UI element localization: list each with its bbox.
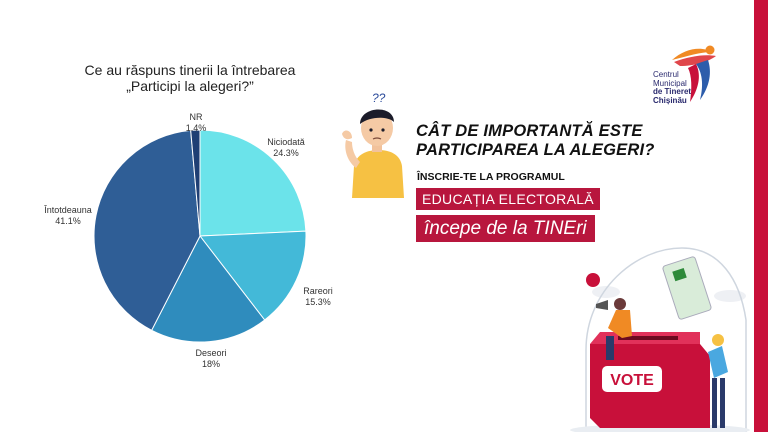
pie-slice-0 (199, 129, 307, 237)
logo-line-4: Chișinău (653, 95, 687, 105)
slice-value-label-2: 18% (202, 359, 220, 369)
slice-name-label-2: Deseori (195, 348, 226, 358)
right-accent-bar (754, 0, 768, 432)
slice-value-label-3: 41.1% (55, 216, 81, 226)
program-name-tag: EDUCAȚIA ELECTORALĂ (416, 188, 600, 210)
slice-name-label-1: Rareori (303, 286, 333, 296)
slice-value-label-0: 24.3% (273, 148, 299, 158)
slogan-tag: începe de la TINEri (416, 215, 595, 242)
pie-slice-2 (150, 235, 266, 343)
chart-title-line-2: „Participi la alegeri?” (126, 78, 254, 94)
thinking-boy-illustration: ?? (342, 91, 404, 198)
logo-line-1: Centrul (653, 70, 679, 79)
program-subline: ÎNSCRIE-TE LA PROGRAMUL (417, 171, 565, 183)
pie-slice-4 (190, 129, 201, 237)
slice-value-label-4: 1.4% (186, 123, 207, 133)
slice-name-label-4: NR (190, 112, 203, 122)
slice-value-label-1: 15.3% (305, 297, 331, 307)
pie-slice-1 (199, 230, 307, 321)
logo-line-3: de Tineret (653, 87, 692, 96)
logo-text: Centrul Municipal de Tineret Chișinău (653, 70, 692, 105)
headline-line-1: CÂT DE IMPORTANTĂ ESTE (416, 122, 643, 140)
logo-line-2: Municipal (653, 78, 687, 88)
headline: CÂT DE IMPORTANTĂ ESTE PARTICIPAREA LA A… (416, 122, 655, 160)
chart-title: Ce au răspuns tinerii la întrebarea „Par… (40, 62, 340, 94)
slice-name-label-0: Niciodată (267, 137, 305, 147)
chart-title-line-1: Ce au răspuns tinerii la întrebarea (84, 62, 296, 78)
headline-line-2: PARTICIPAREA LA ALEGERI? (416, 141, 655, 159)
cmt-logo-icon (672, 45, 716, 102)
pie-slice-3 (93, 129, 201, 331)
vote-label: VOTE (610, 372, 654, 389)
question-marks: ?? (372, 91, 386, 105)
slice-name-label-3: Întotdeauna (43, 205, 92, 215)
vote-box-illustration: VOTE (570, 247, 750, 432)
